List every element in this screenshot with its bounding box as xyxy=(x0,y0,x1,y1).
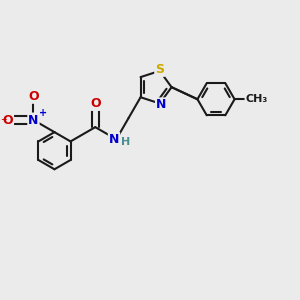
Text: +: + xyxy=(39,108,47,118)
Text: ⁻: ⁻ xyxy=(0,116,6,129)
Text: S: S xyxy=(155,63,164,76)
Text: O: O xyxy=(2,113,13,127)
Text: CH₃: CH₃ xyxy=(245,94,268,104)
Text: O: O xyxy=(28,90,39,103)
Text: N: N xyxy=(109,133,119,146)
Text: N: N xyxy=(156,98,166,111)
Text: O: O xyxy=(90,97,101,110)
Text: H: H xyxy=(121,137,130,147)
Text: N: N xyxy=(28,113,39,127)
